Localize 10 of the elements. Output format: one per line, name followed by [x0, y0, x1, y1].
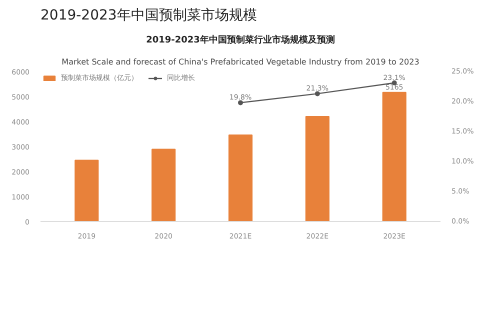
bar — [305, 116, 330, 222]
bar — [382, 92, 406, 222]
bar — [152, 148, 176, 222]
point — [238, 100, 243, 106]
text: Market Scale and forecast of China's Prefabricated Vegetable Industry from 2019 to 2023 — [62, 58, 420, 66]
bar — [74, 160, 99, 222]
chart-title: 2019-2023年中国预制菜市场规模 — [40, 8, 257, 24]
bar — [228, 134, 253, 222]
chart-subtitle: 2019-2023年中国预制菜行业市场规模及预测 — [146, 34, 335, 46]
point — [314, 91, 320, 96]
